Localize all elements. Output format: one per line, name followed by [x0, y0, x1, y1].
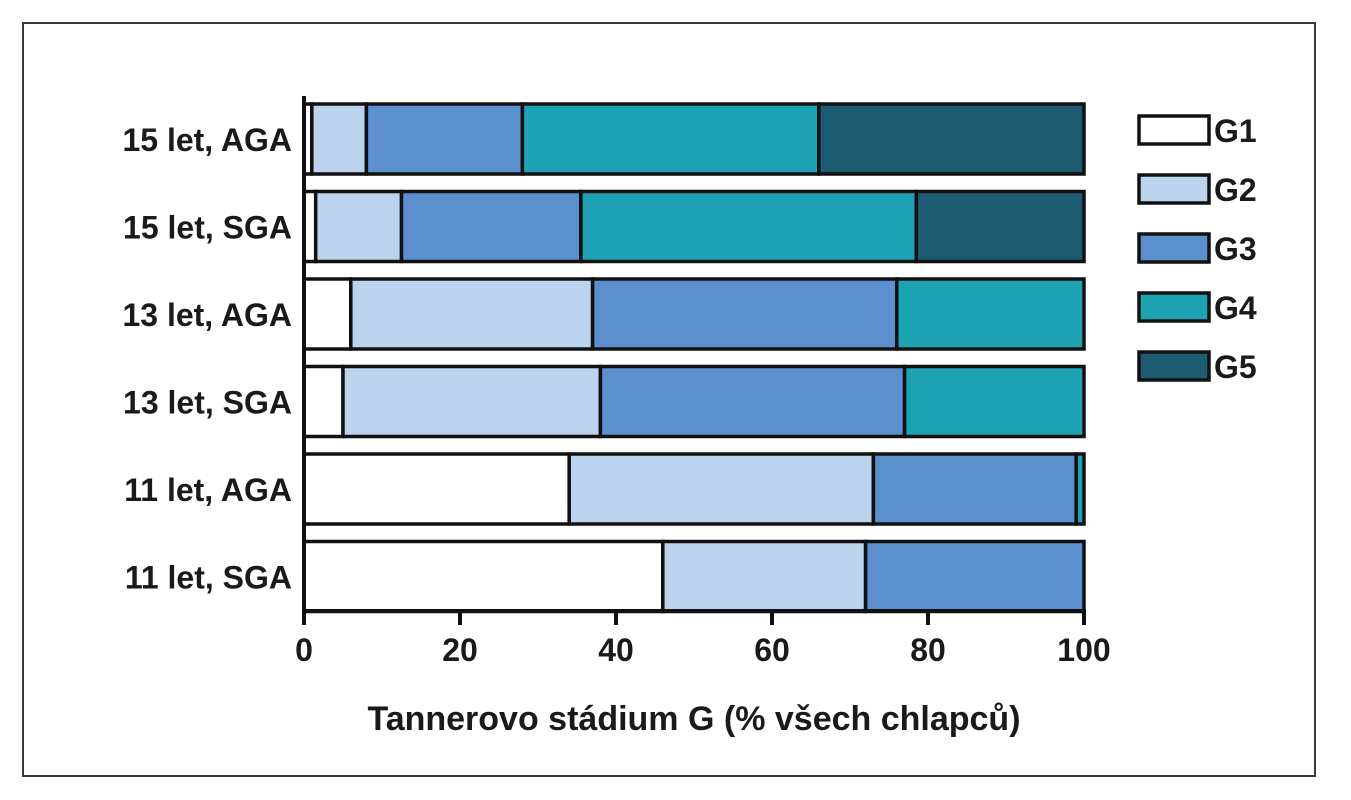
category-labels: 15 let, AGA 15 let, SGA 13 let, AGA 13 let,… — [122, 122, 292, 596]
x-axis-title: Tannerovo stádium G (% všech chlapců) — [367, 700, 1020, 738]
bar-segment-g2-4 — [567, 452, 876, 526]
x-tick-label: 0 — [295, 632, 313, 668]
bar-segment-g5-1 — [914, 189, 1086, 264]
bar-segment-g3-1 — [399, 189, 583, 264]
bar-segment-g1-4 — [302, 452, 571, 526]
bar-segment-g4-4 — [1074, 452, 1086, 526]
legend-swatch-g5 — [1137, 350, 1211, 382]
x-tick-label: 60 — [754, 632, 790, 668]
bar-segment-g1-5 — [302, 539, 665, 614]
bar-segment-g2-2 — [349, 277, 595, 351]
category-label: 15 let, SGA — [123, 210, 292, 246]
category-label: 13 let, AGA — [122, 297, 292, 333]
bar-segment-g2-3 — [341, 364, 603, 439]
x-tick-label: 40 — [598, 632, 634, 668]
legend: G1 G2 G3 G4 G5 — [1137, 113, 1257, 385]
bar-segment-g4-3 — [902, 364, 1086, 439]
bar-segment-g4-1 — [579, 189, 919, 264]
legend-label-g3: G3 — [1214, 231, 1257, 267]
x-tick-label: 100 — [1057, 632, 1110, 668]
legend-swatch-g2 — [1137, 173, 1211, 205]
category-label: 13 let, SGA — [123, 385, 292, 421]
legend-swatch-g1 — [1137, 114, 1211, 146]
bar-segment-g3-5 — [863, 539, 1086, 614]
legend-swatch-g4 — [1137, 291, 1211, 323]
bar-segment-g3-2 — [590, 277, 899, 351]
x-tick-label: 20 — [442, 632, 478, 668]
x-axis: 0 20 40 60 80 100 — [295, 96, 1111, 668]
legend-label-g5: G5 — [1214, 349, 1257, 385]
bar-segment-g4-0 — [520, 102, 821, 176]
bar-segment-g3-0 — [364, 102, 525, 176]
x-tick-label: 80 — [910, 632, 946, 668]
category-label: 11 let, AGA — [124, 472, 292, 508]
legend-label-g2: G2 — [1214, 172, 1257, 208]
bar-segment-g4-2 — [895, 277, 1086, 351]
bars-group — [302, 102, 1086, 614]
category-label: 15 let, AGA — [122, 122, 292, 158]
bar-segment-g1-2 — [302, 277, 353, 351]
bar-segment-g1-3 — [302, 364, 345, 439]
legend-label-g4: G4 — [1214, 290, 1257, 326]
bar-segment-g2-0 — [310, 102, 369, 176]
legend-swatch-g3 — [1137, 232, 1211, 264]
bar-segment-g3-4 — [871, 452, 1078, 526]
bar-segment-g2-1 — [313, 189, 404, 264]
bar-segment-g5-0 — [817, 102, 1086, 176]
bar-segment-g3-3 — [598, 364, 907, 439]
legend-label-g1: G1 — [1214, 113, 1257, 149]
category-label: 11 let, SGA — [125, 560, 292, 596]
bar-segment-g2-5 — [661, 539, 868, 614]
